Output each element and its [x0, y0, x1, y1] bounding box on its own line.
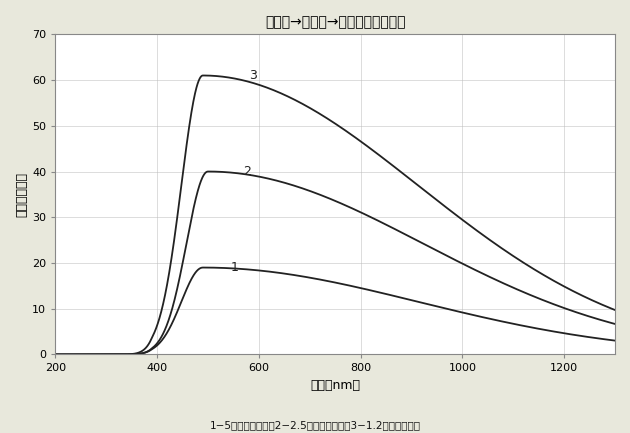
Text: 2: 2 [244, 165, 251, 178]
Y-axis label: 透過率（％）: 透過率（％） [15, 172, 28, 217]
Text: 1−5％図形含有量、2−2.5％図形含有量、3−1.2％図形含有量: 1−5％図形含有量、2−2.5％図形含有量、3−1.2％図形含有量 [210, 421, 420, 431]
X-axis label: 波長（nm）: 波長（nm） [310, 379, 360, 392]
Text: 1: 1 [231, 261, 239, 274]
Title: 紫外線→可視光→赤外線スペクトル: 紫外線→可視光→赤外線スペクトル [265, 15, 406, 29]
Text: 3: 3 [249, 69, 256, 82]
